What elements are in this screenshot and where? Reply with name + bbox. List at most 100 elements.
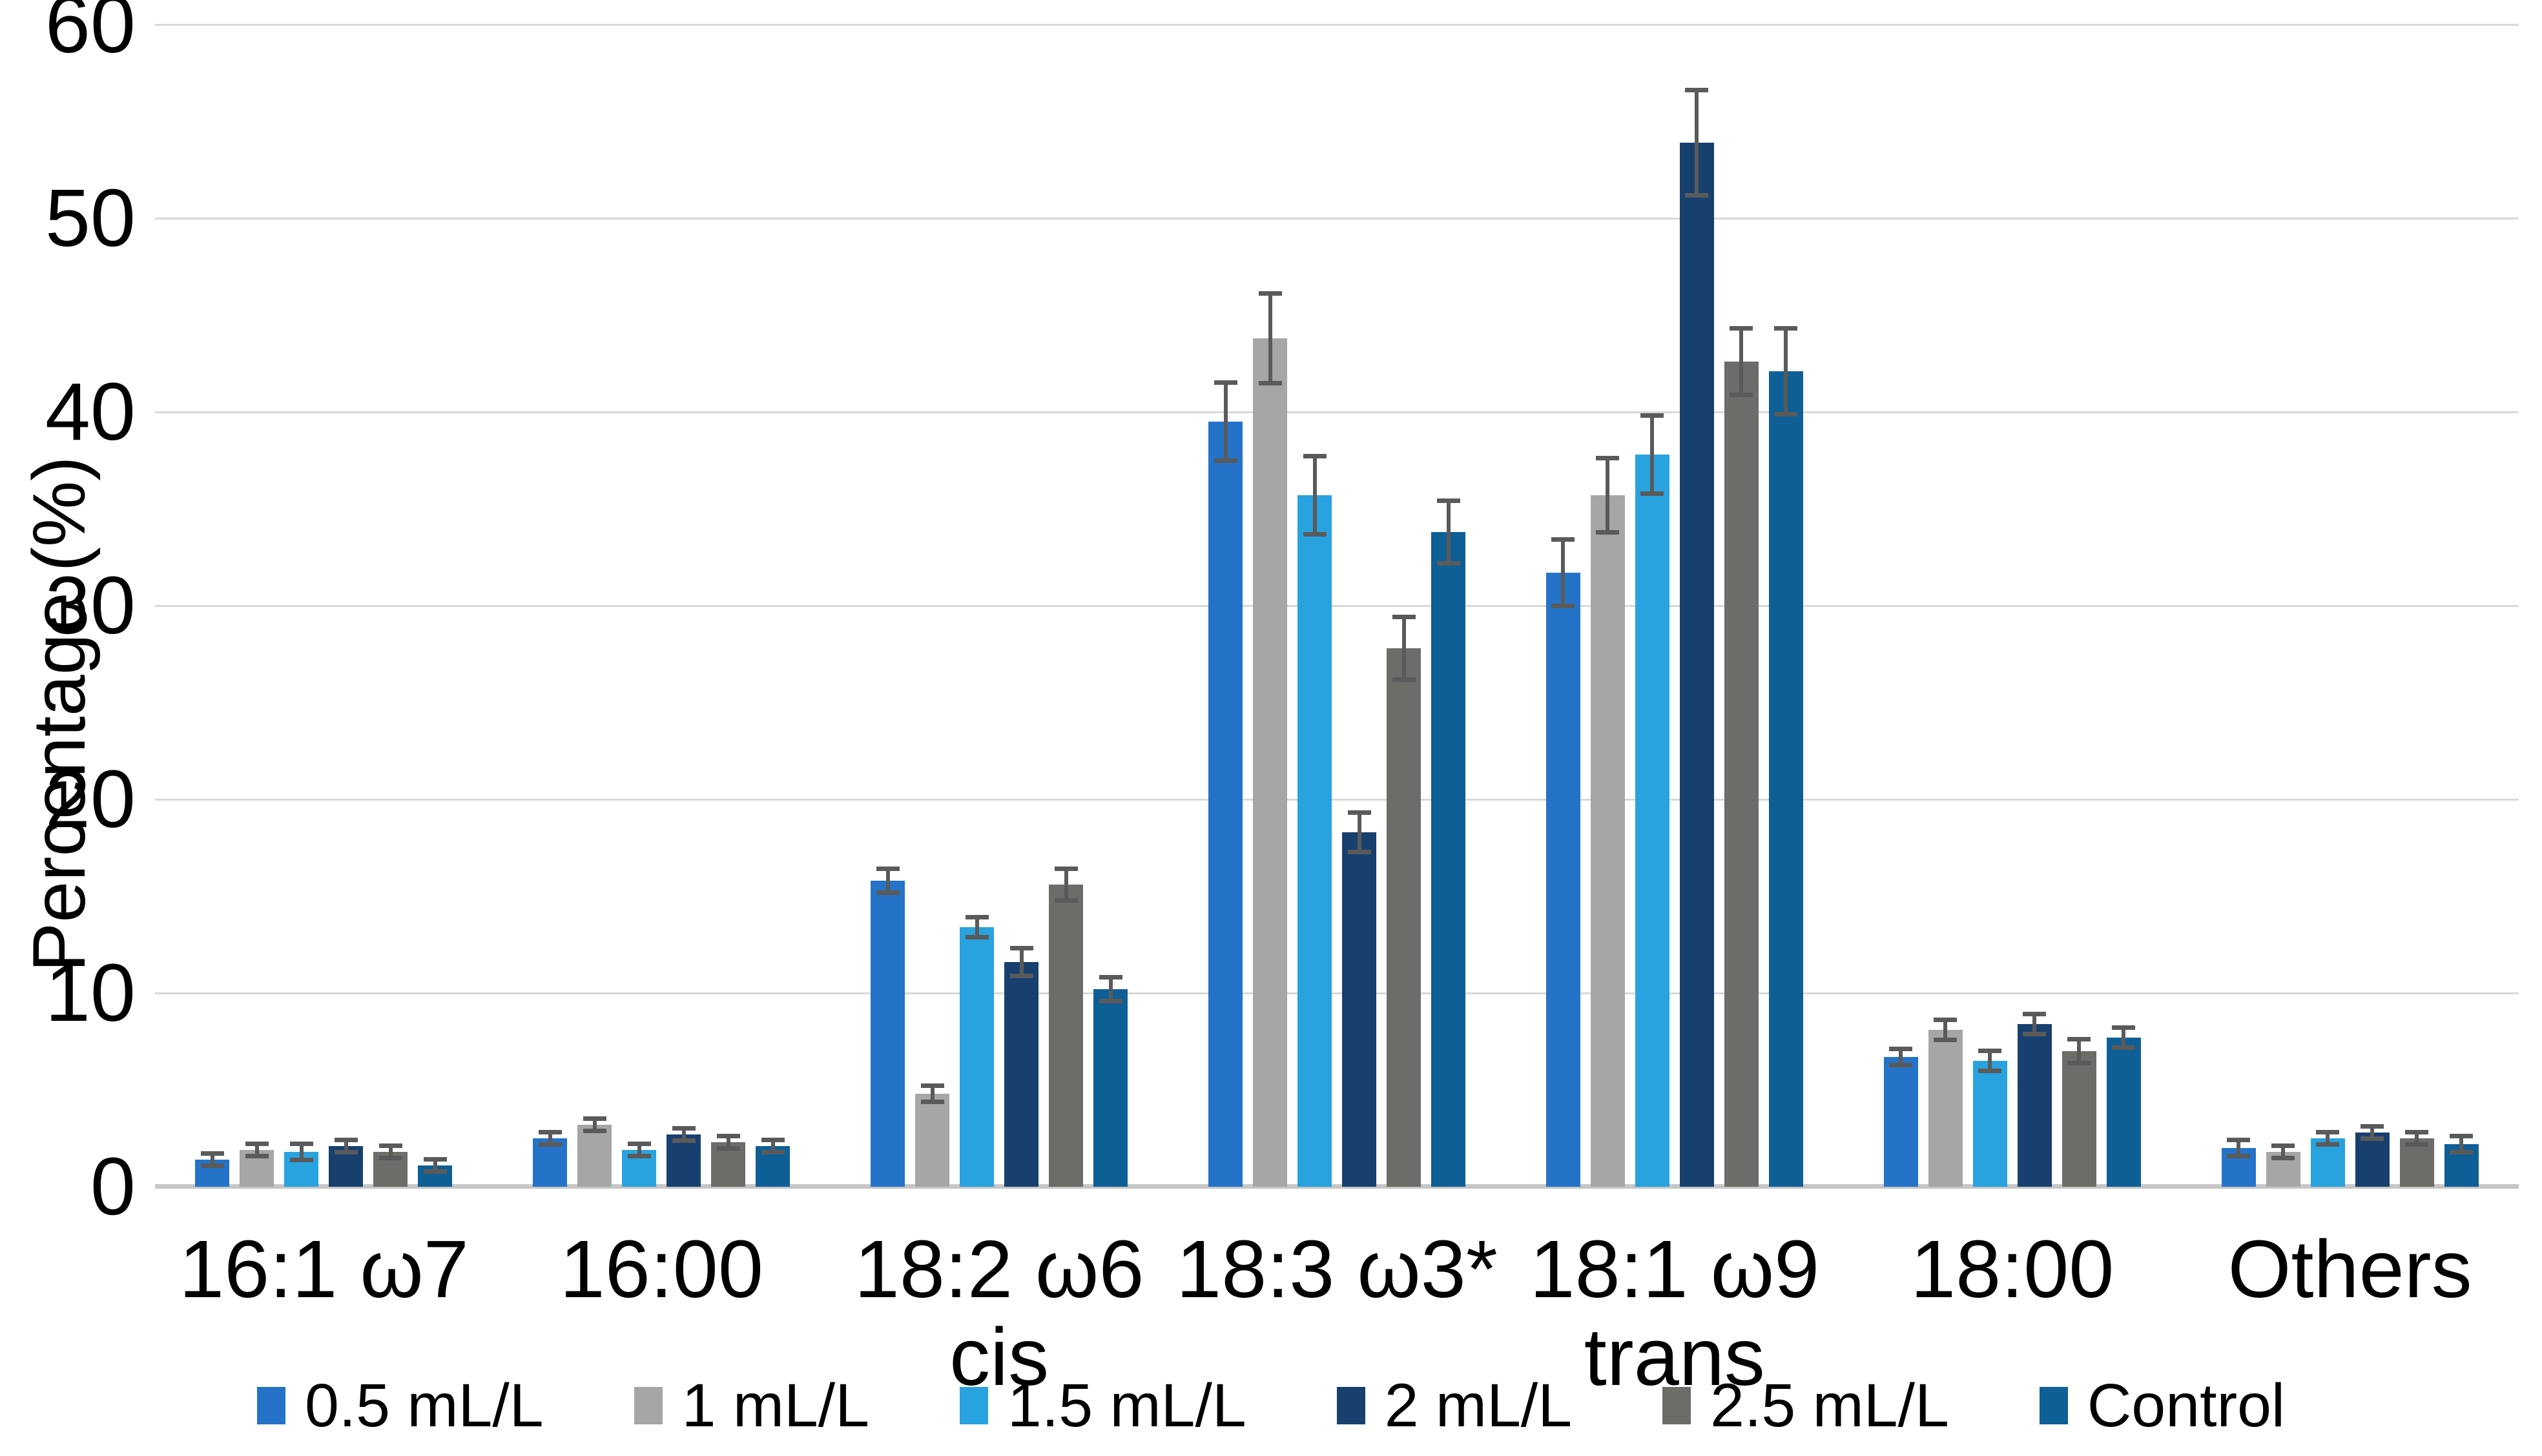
- x-category-label: 18:1 ω9 trans: [1505, 1225, 1843, 1401]
- bar-group: [155, 25, 493, 1187]
- error-bar: [1108, 979, 1113, 999]
- bar-slot: [195, 25, 230, 1187]
- error-bar-cap-top: [965, 915, 989, 919]
- error-bar: [1739, 331, 1744, 393]
- bar: [1590, 495, 1625, 1187]
- bar-slot: [1679, 25, 1714, 1187]
- error-bar: [592, 1121, 597, 1129]
- x-category-label-line: 18:00: [1910, 1224, 2114, 1315]
- error-bar-cap-bottom: [1978, 1069, 2002, 1073]
- error-bar: [210, 1156, 214, 1164]
- error-bar-cap-top: [289, 1142, 313, 1146]
- bar-slot: [2221, 25, 2256, 1187]
- bar-row: [2221, 25, 2479, 1187]
- bar-slot: [373, 25, 408, 1187]
- bar-slot: [1387, 25, 1421, 1187]
- error-bar-cap-top: [2112, 1025, 2136, 1030]
- error-bar-cap-top: [920, 1083, 944, 1088]
- error-bar-cap-top: [876, 866, 900, 871]
- error-bar: [2459, 1138, 2464, 1150]
- bar: [1049, 885, 1084, 1187]
- error-bar-cap-top: [378, 1143, 402, 1148]
- x-category-label: 18:3 ω3*: [1168, 1225, 1506, 1401]
- bar: [1635, 455, 1669, 1187]
- bar-slot: [2399, 25, 2434, 1187]
- error-bar-cap-bottom: [716, 1146, 740, 1151]
- legend-label: 1.5 mL/L: [1008, 1371, 1246, 1440]
- legend-item: Control: [2039, 1373, 2285, 1438]
- error-bar-cap-bottom: [2067, 1061, 2091, 1065]
- bar-slot: [418, 25, 453, 1187]
- error-bar-cap-bottom: [1774, 411, 1798, 416]
- error-bar: [2415, 1134, 2419, 1142]
- legend-label: 2 mL/L: [1384, 1371, 1573, 1440]
- error-bar-cap-bottom: [2316, 1142, 2340, 1147]
- x-category-label-line: trans: [1584, 1311, 1765, 1402]
- error-bar-cap-top: [1640, 413, 1664, 418]
- bar-slot: [533, 25, 568, 1187]
- error-bar-cap-top: [583, 1116, 606, 1121]
- error-bar-cap-bottom: [2112, 1045, 2136, 1050]
- error-bar-cap-bottom: [1685, 193, 1709, 198]
- error-bar: [2370, 1129, 2375, 1136]
- error-bar-cap-bottom: [1392, 677, 1416, 682]
- bar-row: [1208, 25, 1465, 1187]
- error-bar-cap-bottom: [1436, 561, 1460, 566]
- legend-item: 1.5 mL/L: [960, 1373, 1246, 1438]
- y-tick-label: 0: [90, 1141, 136, 1232]
- bar: [1972, 1061, 2007, 1187]
- legend-item: 1 mL/L: [634, 1373, 869, 1438]
- bar-slot: [2310, 25, 2345, 1187]
- x-category-label-line: 18:1 ω9: [1529, 1224, 1820, 1315]
- error-bar-cap-bottom: [627, 1154, 651, 1158]
- error-bar: [2237, 1142, 2241, 1154]
- bar: [1387, 648, 1421, 1187]
- bar: [1297, 495, 1332, 1187]
- error-bar-cap-bottom: [1640, 491, 1664, 496]
- x-category-label-line: 18:3 ω3*: [1176, 1224, 1498, 1315]
- bar: [1253, 338, 1287, 1187]
- bar-slot: [2017, 25, 2052, 1187]
- error-bar-cap-top: [627, 1142, 651, 1146]
- error-bar-cap-bottom: [538, 1142, 562, 1147]
- error-bar-cap-bottom: [876, 890, 900, 895]
- bar: [2017, 1024, 2052, 1187]
- error-bar-cap-top: [200, 1151, 224, 1156]
- legend-item: 2 mL/L: [1336, 1371, 1573, 1440]
- x-category-label: 18:00: [1843, 1225, 2181, 1401]
- bar: [871, 881, 905, 1187]
- error-bar: [2122, 1030, 2126, 1045]
- bar-slot: [1590, 25, 1625, 1187]
- error-bar-cap-bottom: [1303, 532, 1327, 537]
- error-bar: [975, 919, 979, 935]
- bar-slot: [1253, 25, 1287, 1187]
- x-category-label: 16:1 ω7: [155, 1225, 493, 1401]
- error-bar: [637, 1146, 641, 1154]
- error-bar-cap-top: [2361, 1124, 2384, 1129]
- y-tick-label: 10: [45, 947, 136, 1038]
- error-bar: [254, 1146, 259, 1154]
- error-bar: [548, 1134, 552, 1142]
- error-bar-cap-bottom: [1054, 898, 1078, 903]
- error-bar-cap-top: [1054, 866, 1078, 871]
- error-bar-cap-top: [2271, 1143, 2295, 1148]
- bar-slot: [1545, 25, 1580, 1187]
- error-bar-cap-top: [1436, 498, 1460, 503]
- bar-slot: [2062, 25, 2096, 1187]
- bar: [1724, 362, 1759, 1187]
- bar-slot: [1768, 25, 1803, 1187]
- error-bar-cap-bottom: [1934, 1038, 1958, 1042]
- error-bar: [2326, 1134, 2330, 1142]
- bar-group: [1168, 25, 1506, 1187]
- bar-slot: [284, 25, 319, 1187]
- legend-swatch-icon: [256, 1386, 285, 1424]
- error-bar-cap-bottom: [672, 1138, 696, 1143]
- bar-slot: [2106, 25, 2141, 1187]
- x-category-label-line: 16:1 ω7: [179, 1224, 469, 1315]
- error-bar-cap-top: [2023, 1012, 2047, 1016]
- bar-slot: [1004, 25, 1039, 1187]
- error-bar-cap-bottom: [378, 1156, 402, 1160]
- bar: [666, 1134, 701, 1187]
- bar-slot: [1297, 25, 1332, 1187]
